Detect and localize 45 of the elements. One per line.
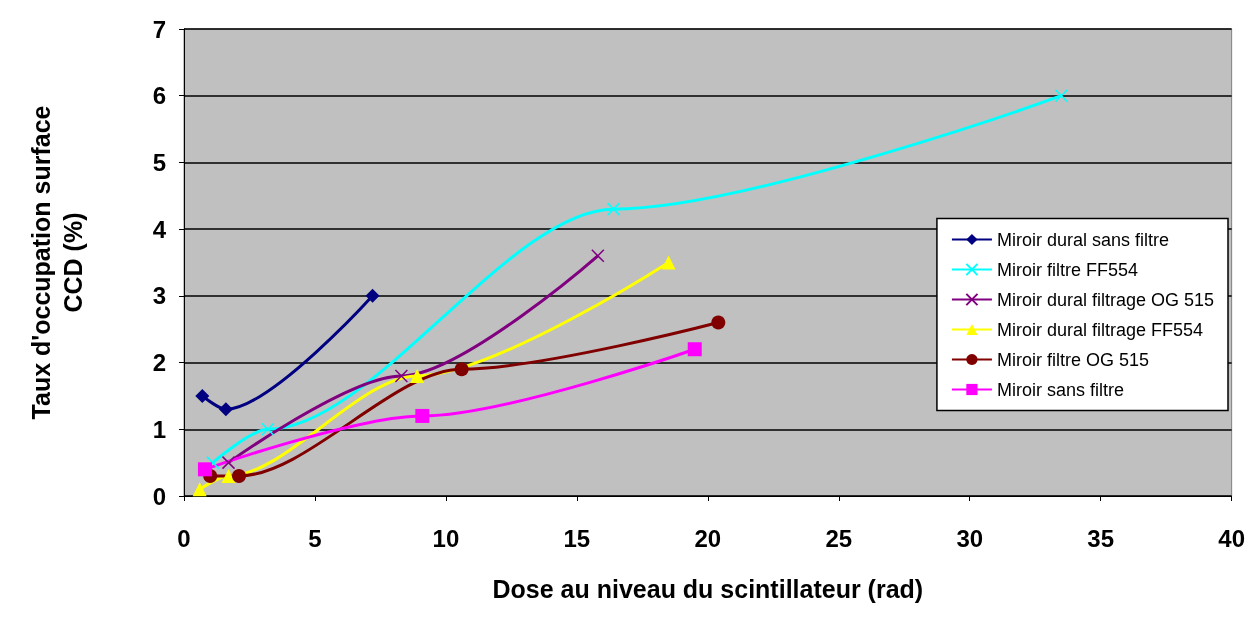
x-tick-label: 20: [694, 524, 722, 552]
x-tick-label: 40: [1218, 524, 1245, 552]
point: [221, 468, 236, 483]
legend-label: Miroir filtre FF554: [996, 259, 1138, 280]
point: [195, 388, 210, 403]
point: [415, 408, 430, 423]
point: [232, 468, 246, 483]
legend-label: Miroir dural sans filtre: [996, 229, 1169, 250]
x-tick-label: 15: [563, 524, 591, 552]
point: [206, 455, 220, 470]
y-tick-label: 1: [152, 415, 166, 443]
y-tick-label: 3: [152, 282, 166, 310]
legend-label: Miroir filtre OG 515: [996, 349, 1149, 370]
point: [394, 369, 409, 383]
point: [410, 368, 425, 383]
legend-label: Miroir dural filtrage FF554: [996, 319, 1203, 340]
point: [606, 202, 621, 216]
point: [454, 362, 469, 377]
x-tick-label: 5: [308, 524, 322, 552]
y-tick-label: 2: [152, 349, 166, 377]
x-tick-label: 0: [177, 524, 191, 552]
legend-label: Miroir dural filtrage OG 515: [996, 289, 1215, 310]
y-tick-label: 6: [152, 82, 166, 110]
x-axis-title: Dose au niveau du scintillateur (rad): [492, 574, 924, 603]
point: [1054, 88, 1069, 103]
point: [197, 462, 212, 477]
y-tick-label: 7: [152, 15, 166, 43]
point: [261, 422, 275, 437]
point: [687, 342, 702, 357]
y-axis-title: Taux d'occupation surface CCD (%): [27, 105, 87, 420]
x-tick-label: 25: [825, 524, 853, 552]
point: [192, 482, 207, 497]
y-tick-label: 4: [152, 215, 167, 243]
legend-label: Miroir sans filtre: [996, 379, 1124, 400]
point: [661, 255, 676, 270]
point: [711, 315, 726, 330]
x-tick-label: 35: [1087, 524, 1115, 552]
x-tick-label: 30: [956, 524, 984, 552]
x-tick-label: 10: [432, 524, 460, 552]
point: [221, 455, 236, 470]
point: [218, 402, 233, 417]
point: [591, 249, 605, 263]
point: [365, 288, 380, 303]
y-tick-label: 0: [152, 482, 166, 510]
y-tick-label: 5: [152, 148, 166, 176]
